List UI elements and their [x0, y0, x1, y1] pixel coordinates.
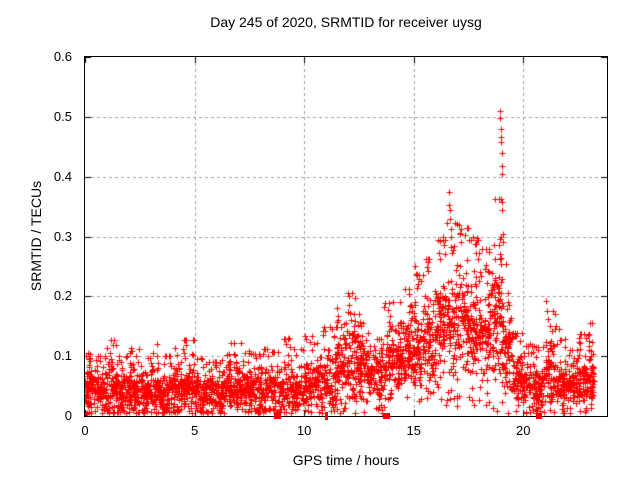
x-axis-label: GPS time / hours — [292, 452, 400, 468]
x-tick-label: 15 — [406, 423, 421, 438]
y-tick-label: 0.4 — [53, 168, 72, 184]
x-tick-label: 10 — [296, 423, 312, 438]
y-tick-label: 0.2 — [53, 288, 72, 304]
y-tick-label: 0.6 — [53, 49, 72, 64]
y-tick-label: 0.3 — [53, 228, 72, 244]
chart-title: Day 245 of 2020, SRMTID for receiver uys… — [210, 14, 482, 30]
y-tick-label: 0.5 — [53, 108, 72, 124]
x-tick-label: 20 — [516, 423, 531, 438]
axis-marker-square — [273, 413, 281, 419]
axis-marker-square — [324, 412, 328, 420]
y-tick-label: 0 — [64, 408, 72, 423]
plot-border — [84, 56, 608, 417]
x-tick-label: 0 — [81, 423, 89, 438]
y-tick-label: 0.1 — [53, 348, 72, 364]
scatter-plot-canvas — [85, 57, 607, 416]
axis-marker-square — [536, 413, 543, 419]
x-tick-label: 5 — [190, 423, 199, 438]
axis-marker-square — [382, 413, 390, 419]
